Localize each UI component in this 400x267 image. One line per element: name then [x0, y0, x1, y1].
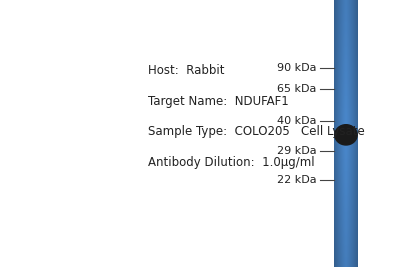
Text: Sample Type:  COLO205   Cell Lysate: Sample Type: COLO205 Cell Lysate: [148, 125, 365, 139]
Text: 65 kDa: 65 kDa: [278, 84, 317, 95]
Text: Antibody Dilution:  1.0μg/ml: Antibody Dilution: 1.0μg/ml: [148, 156, 315, 169]
Text: 90 kDa: 90 kDa: [277, 63, 317, 73]
Text: 29 kDa: 29 kDa: [277, 146, 317, 156]
Text: Host:  Rabbit: Host: Rabbit: [148, 64, 224, 77]
Text: 22 kDa: 22 kDa: [277, 175, 317, 185]
Ellipse shape: [335, 125, 357, 145]
Text: Target Name:  NDUFAF1: Target Name: NDUFAF1: [148, 95, 289, 108]
Text: 40 kDa: 40 kDa: [277, 116, 317, 127]
